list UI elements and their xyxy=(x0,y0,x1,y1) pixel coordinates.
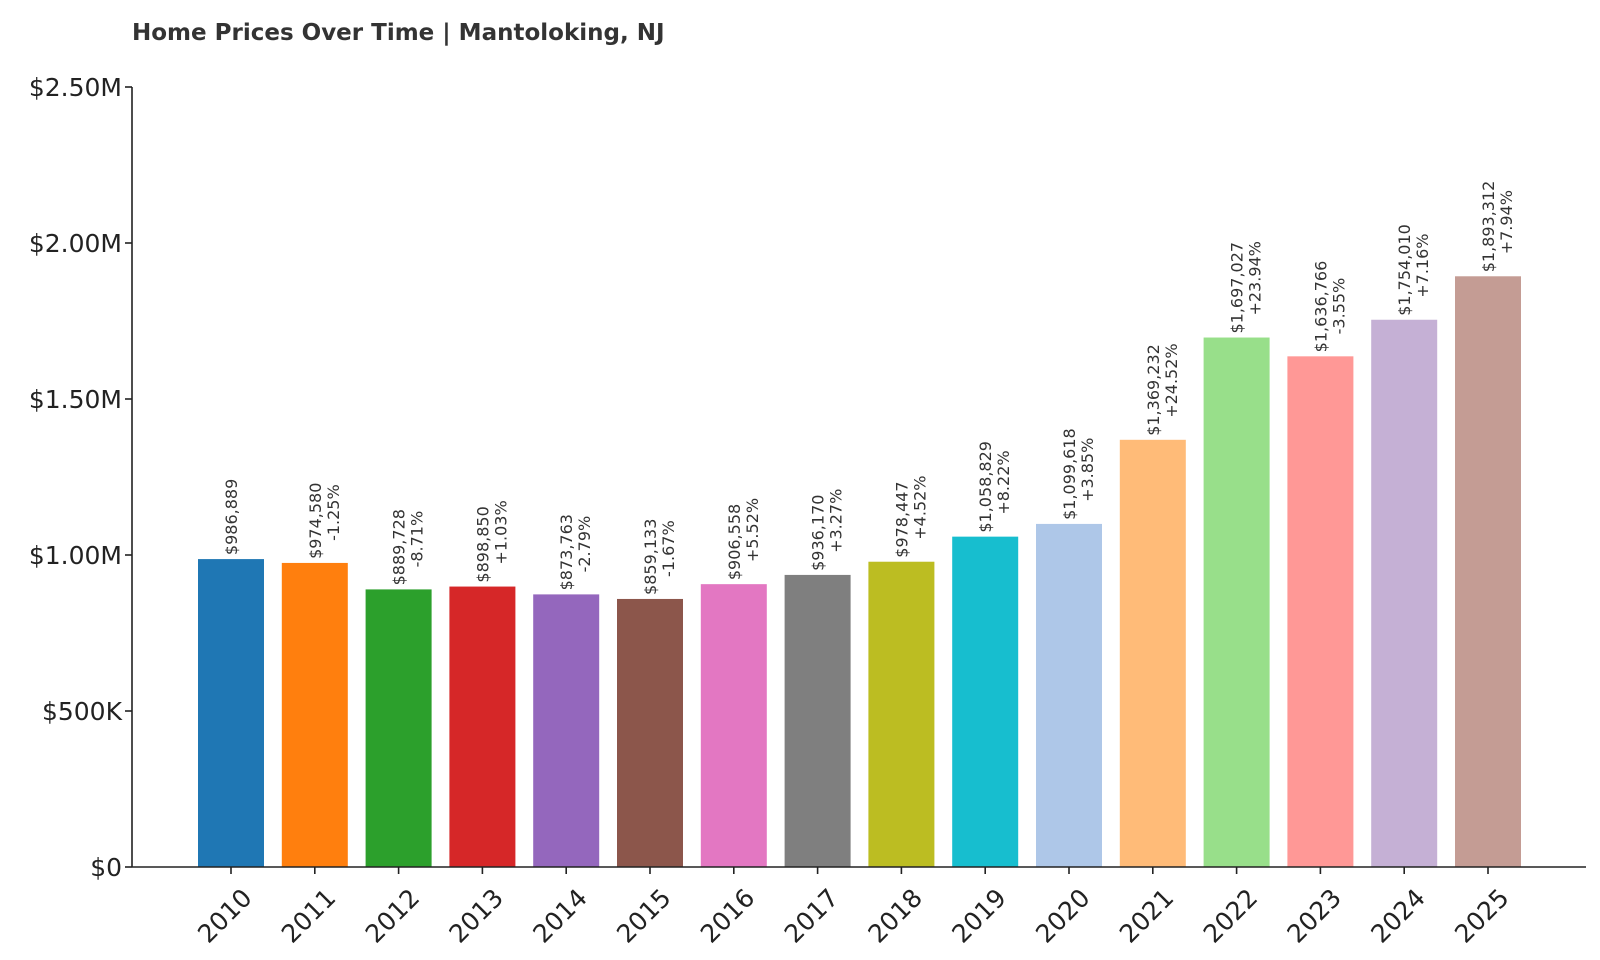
y-tick-label: $1.50M xyxy=(29,385,122,414)
y-ticks-layer: $0 $500K $1.00M $1.50M $2.00M $2.50M xyxy=(29,73,132,882)
bar-value-label: $986,889 xyxy=(222,479,241,555)
y-tick-label: $500K xyxy=(42,697,123,726)
bar-2018 xyxy=(868,561,935,867)
bar-value-label: $1,636,766 xyxy=(1311,261,1330,353)
bar-change-label: +23.94% xyxy=(1246,241,1265,315)
bar-change-label: +3.85% xyxy=(1078,438,1097,502)
x-tick-label: 2020 xyxy=(1030,883,1095,948)
y-tick-label: $2.00M xyxy=(29,229,122,258)
bar-value-label: $873,763 xyxy=(557,514,576,590)
bar-change-label: +8.22% xyxy=(994,450,1013,514)
bar-2021 xyxy=(1119,439,1186,867)
bar-change-label: -3.55% xyxy=(1329,278,1348,335)
x-tick-label: 2018 xyxy=(863,883,928,948)
y-tick-label: $1.00M xyxy=(29,541,122,570)
bar-change-label: +4.52% xyxy=(910,475,929,539)
bar-2010 xyxy=(198,559,264,867)
bar-2015 xyxy=(617,598,683,867)
x-tick-label: 2013 xyxy=(444,883,509,948)
bar-value-label: $1,754,010 xyxy=(1395,224,1414,316)
bar-2024 xyxy=(1371,319,1438,867)
bar-value-label: $906,558 xyxy=(725,504,744,580)
bar-value-label: $1,369,232 xyxy=(1144,344,1163,436)
axes-layer xyxy=(131,87,1586,868)
bar-2012 xyxy=(365,589,432,867)
bar-change-label: -1.67% xyxy=(659,520,678,577)
x-tick-label: 2011 xyxy=(276,883,341,948)
bar-2022 xyxy=(1203,337,1270,867)
x-tick-label: 2015 xyxy=(611,883,676,948)
bar-2017 xyxy=(784,574,851,867)
bar-value-label: $936,170 xyxy=(809,495,828,571)
bar-value-label: $859,133 xyxy=(641,519,660,595)
x-tick-label: 2016 xyxy=(695,883,760,948)
bar-change-label: -8.71% xyxy=(408,511,427,568)
x-tick-label: 2012 xyxy=(360,883,425,948)
x-ticks-layer: 2010 2011 2012 2013 2014 2015 2016 2017 2018 2019… xyxy=(192,867,1515,949)
chart-title: Home Prices Over Time | Mantoloking, NJ xyxy=(132,20,665,46)
x-tick-label: 2021 xyxy=(1114,883,1179,948)
bar-change-label: +1.03% xyxy=(491,500,510,564)
x-tick-label: 2024 xyxy=(1365,883,1430,948)
bar-2013 xyxy=(449,586,516,867)
bar-2020 xyxy=(1036,523,1102,867)
bar-2025 xyxy=(1455,276,1521,868)
y-tick-label: $0 xyxy=(90,853,122,882)
bar-value-label: $889,728 xyxy=(390,509,409,585)
bar-change-label: +24.52% xyxy=(1162,343,1181,417)
bar-labels-layer: $986,889 $974,580 -1.25% $889,728 -8.71% $898… xyxy=(222,181,1516,595)
bar-change-label: +5.52% xyxy=(743,498,762,562)
bar-value-label: $974,580 xyxy=(306,483,325,559)
bar-2019 xyxy=(952,536,1019,867)
bar-2016 xyxy=(700,584,767,867)
bar-change-label: +7.16% xyxy=(1413,234,1432,298)
bars-layer xyxy=(198,276,1521,868)
bar-value-label: $978,447 xyxy=(892,481,911,557)
x-tick-label: 2019 xyxy=(946,883,1011,948)
bar-change-label: -2.79% xyxy=(575,516,594,573)
bar-value-label: $1,058,829 xyxy=(976,441,995,533)
y-tick-label: $2.50M xyxy=(29,73,122,102)
x-tick-label: 2023 xyxy=(1282,883,1347,948)
bar-value-label: $1,893,312 xyxy=(1479,181,1498,273)
bar-value-label: $898,850 xyxy=(473,506,492,582)
bar-value-label: $1,697,027 xyxy=(1228,242,1247,334)
bar-change-label: +7.94% xyxy=(1497,190,1516,254)
bar-value-label: $1,099,618 xyxy=(1060,428,1079,520)
x-tick-label: 2017 xyxy=(779,883,844,948)
bar-2014 xyxy=(533,594,600,867)
x-tick-label: 2022 xyxy=(1198,883,1263,948)
bar-2023 xyxy=(1287,356,1354,867)
x-tick-label: 2010 xyxy=(192,883,257,948)
bar-change-label: -1.25% xyxy=(324,484,343,541)
x-tick-label: 2025 xyxy=(1449,883,1514,948)
bar-change-label: +3.27% xyxy=(827,489,846,553)
x-tick-label: 2014 xyxy=(527,883,592,948)
bar-2011 xyxy=(281,562,348,867)
